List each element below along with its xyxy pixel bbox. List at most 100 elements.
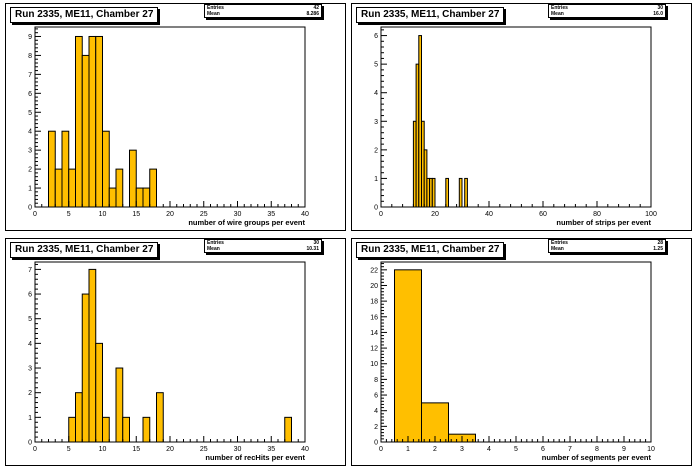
stats-entries-label: Entries: [207, 5, 224, 11]
x-tick-label: 30: [234, 211, 242, 218]
histogram-title: Run 2335, ME11, Chamber 27: [10, 242, 159, 258]
histogram-bar: [445, 177, 450, 208]
x-tick-label: 5: [67, 211, 71, 218]
histogram-bar: [61, 130, 70, 208]
y-tick-label: 2: [28, 390, 32, 397]
histogram-title: Run 2335, ME11, Chamber 27: [356, 242, 505, 258]
histogram-bar: [48, 130, 56, 208]
histogram-bar: [75, 35, 83, 208]
histogram-bar: [108, 187, 117, 208]
y-tick-label: 9: [28, 34, 32, 41]
x-tick-label: 25: [200, 446, 208, 453]
x-tick-label: 10: [99, 446, 107, 453]
histogram-bar: [421, 402, 449, 443]
histogram-bars: [394, 269, 476, 443]
x-tick-label: 40: [301, 211, 309, 218]
x-tick-label: 4: [487, 446, 491, 453]
x-tick-label: 25: [200, 211, 208, 218]
x-tick-label: 8: [595, 446, 599, 453]
x-tick-label: 100: [645, 211, 657, 218]
histogram-bar: [394, 269, 422, 443]
x-tick-label: 1: [406, 446, 410, 453]
x-tick-label: 9: [622, 446, 626, 453]
y-tick-label: 8: [28, 53, 32, 60]
stats-mean-label: Mean: [207, 246, 220, 252]
histogram-bar: [115, 367, 124, 443]
x-tick-label: 35: [267, 211, 275, 218]
x-tick-label: 7: [568, 446, 572, 453]
x-tick-label: 35: [267, 446, 275, 453]
y-tick-label: 22: [370, 267, 378, 274]
histogram-bar: [95, 35, 103, 208]
x-tick-label: 0: [33, 211, 37, 218]
y-tick-label: 3: [374, 119, 378, 126]
y-tick-label: 6: [374, 33, 378, 40]
stats-mean-label: Mean: [207, 11, 220, 17]
x-tick-label: 10: [99, 211, 107, 218]
stats-mean-label: Mean: [551, 11, 564, 17]
stats-mean-label: Mean: [551, 246, 564, 252]
x-tick-label: 40: [301, 446, 309, 453]
stats-mean-value: 16.0: [653, 11, 663, 17]
y-tick-label: 20: [370, 283, 378, 290]
stats-entries-value: 42: [313, 5, 319, 11]
x-tick-label: 0: [379, 211, 383, 218]
histogram-canvas: 0 5 10 15 20 25 30 35 40 0 1 2 3 4 5 6 7 number of recHit…: [5, 238, 346, 466]
histogram-bar: [88, 35, 97, 208]
y-tick-label: 5: [28, 316, 32, 323]
histogram-panel-rechits: 0 5 10 15 20 25 30 35 40 0 1 2 3 4 5 6 7 number of recHit…: [5, 238, 346, 466]
y-tick-label: 4: [374, 408, 378, 415]
y-tick-label: 4: [28, 341, 32, 348]
histogram-bar: [458, 177, 463, 208]
y-tick-label: 3: [28, 148, 32, 155]
x-tick-label: 80: [593, 211, 601, 218]
x-tick-label: 5: [514, 446, 518, 453]
histogram-bar: [81, 54, 90, 208]
y-tick-label: 7: [28, 72, 32, 79]
histogram-canvas: 0 5 10 15 20 25 30 35 40 0 1 2 3 4 5 6 7 8 9 number of wire…: [5, 3, 346, 231]
stats-entries-label: Entries: [551, 5, 568, 11]
stats-box: Entries 30 Mean 16.0: [548, 4, 666, 18]
x-tick-label: 5: [67, 446, 71, 453]
y-tick-label: 0: [28, 205, 32, 212]
stats-box: Entries 42 Mean 8.286: [204, 4, 322, 18]
y-tick-label: 8: [374, 377, 378, 384]
x-tick-label: 40: [485, 211, 493, 218]
histogram-bar: [142, 416, 151, 443]
x-tick-label: 20: [166, 446, 174, 453]
y-tick-label: 0: [28, 440, 32, 447]
y-tick-label: 3: [28, 366, 32, 373]
x-tick-label: 30: [234, 446, 242, 453]
stats-mean-value: 8.286: [306, 11, 319, 17]
y-tick-label: 1: [374, 176, 378, 183]
y-tick-label: 1: [28, 186, 32, 193]
histogram-bar: [68, 416, 76, 443]
x-tick-label: 10: [647, 446, 655, 453]
x-axis-label: number of wire groups per event: [188, 218, 305, 227]
x-axis-label: number of recHits per event: [205, 453, 305, 462]
histogram-title: Run 2335, ME11, Chamber 27: [356, 7, 505, 23]
histogram-bar: [88, 268, 97, 443]
histogram-bar: [149, 168, 157, 208]
stats-entries-value: 28: [657, 240, 663, 246]
histogram-panel-segments: 0 1 2 3 4 5 6 7 8 9 10 0 2 4 6 8 10 12 14 16 18 20 22 number of…: [351, 238, 692, 466]
y-tick-label: 4: [374, 90, 378, 97]
x-tick-label: 0: [379, 446, 383, 453]
y-tick-label: 5: [28, 110, 32, 117]
y-tick-label: 14: [370, 330, 378, 337]
y-tick-label: 4: [28, 129, 32, 136]
histogram-panel-strips: 0 20 40 60 80 100 0 1 2 3 4 5 6 number of strips per …: [351, 3, 692, 231]
histogram-title: Run 2335, ME11, Chamber 27: [10, 7, 159, 23]
y-tick-label: 0: [374, 205, 378, 212]
histogram-bar: [135, 187, 144, 208]
x-tick-label: 0: [33, 446, 37, 453]
histogram-bar: [156, 392, 164, 443]
x-axis-label: number of strips per event: [556, 218, 651, 227]
histogram-bar: [68, 168, 76, 208]
panel-border: [351, 3, 692, 231]
histogram-bar: [464, 177, 468, 208]
histogram-bar: [81, 293, 90, 443]
x-tick-label: 60: [539, 211, 547, 218]
histogram-bar: [142, 187, 151, 208]
